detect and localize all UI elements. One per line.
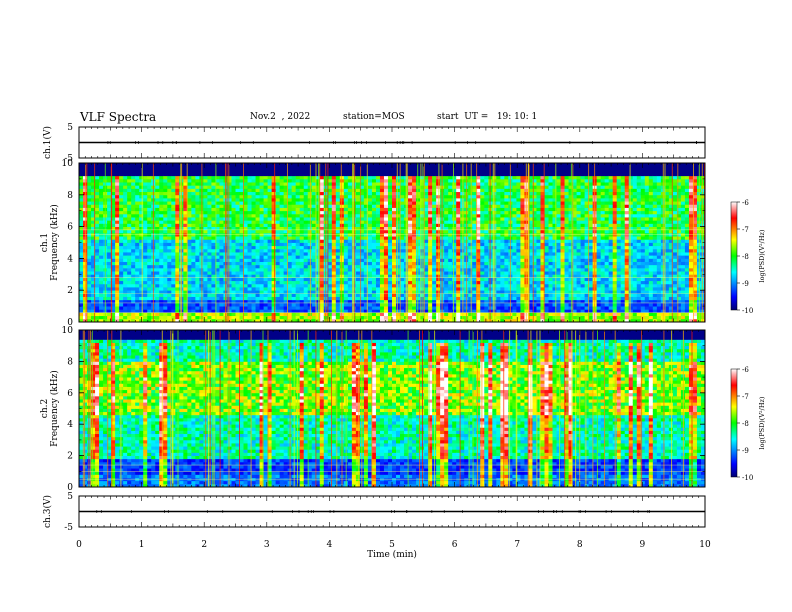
ch1-colorbar-tick--6: -6: [742, 199, 749, 207]
ch2-colorbar-label: log(PSD)(V²/Hz): [758, 396, 766, 449]
date-label: Nov.2 , 2022: [250, 112, 311, 122]
ytick-label-2-4: 4: [67, 420, 73, 430]
xtick-label-0: 0: [76, 540, 82, 550]
ch1-colorbar-tick--10: -10: [742, 307, 753, 315]
ytick-label-2-6: 6: [67, 389, 73, 399]
ch1-colorbar-tick--7: -7: [742, 226, 749, 234]
station-label: station=MOS: [343, 112, 405, 122]
ytick-label-3--5: -5: [64, 523, 73, 533]
ytick-label-1-10: 10: [62, 159, 74, 169]
ch2-colorbar-tick--6: -6: [742, 366, 749, 374]
ch2-colorbar-tick--7: -7: [742, 393, 749, 401]
ch1-colorbar-label: log(PSD)(V²/Hz): [758, 229, 766, 282]
ytick-label-2-0: 0: [67, 483, 73, 493]
ytick-label-2-2: 2: [67, 452, 73, 462]
ytick-label-1-2: 2: [67, 286, 73, 296]
start-time-label: start UT = 19: 10: 1: [437, 112, 538, 122]
ytick-label-0-5: 5: [67, 123, 73, 133]
ylabel-2-0: ch.2: [40, 399, 50, 418]
xtick-label-8: 8: [577, 540, 583, 550]
ylabel-3-0: ch.3(V): [42, 495, 53, 528]
ylabel-1-0: ch.1: [40, 233, 50, 252]
xtick-label-7: 7: [514, 540, 520, 550]
ylabel-1-1: Frequency (kHz): [49, 204, 60, 281]
xaxis-title: Time (min): [367, 549, 417, 560]
ytick-label-0--5: -5: [64, 154, 73, 164]
xtick-label-10: 10: [699, 540, 711, 550]
ch1-spectrogram-image: [79, 163, 706, 323]
xtick-label-1: 1: [139, 540, 145, 550]
ytick-label-2-10: 10: [62, 326, 74, 336]
ch2-colorbar-tick--10: -10: [742, 474, 753, 482]
ch1-colorbar: [730, 201, 738, 311]
xtick-label-5: 5: [389, 540, 395, 550]
chart-title: VLF Spectra: [80, 110, 157, 124]
ytick-label-1-6: 6: [67, 223, 73, 233]
ytick-label-1-8: 8: [67, 191, 73, 201]
ch2-colorbar: [730, 368, 738, 478]
xtick-label-4: 4: [327, 540, 333, 550]
ch2-colorbar-tick--9: -9: [742, 447, 749, 455]
ch1-colorbar-tick--8: -8: [742, 253, 749, 261]
xtick-label-2: 2: [201, 540, 207, 550]
ch2-colorbar-tick--8: -8: [742, 420, 749, 428]
ytick-label-2-8: 8: [67, 357, 73, 367]
ylabel-2-1: Frequency (kHz): [49, 370, 60, 447]
xtick-label-3: 3: [264, 540, 270, 550]
ytick-label-3-5: 5: [67, 492, 73, 502]
ch1-colorbar-tick--9: -9: [742, 280, 749, 288]
ytick-label-1-0: 0: [67, 318, 73, 328]
xtick-label-6: 6: [452, 540, 458, 550]
ytick-label-1-4: 4: [67, 254, 73, 264]
xtick-label-9: 9: [640, 540, 646, 550]
ylabel-0-0: ch.1(V): [42, 126, 53, 159]
ch2-spectrogram-image: [79, 330, 706, 488]
